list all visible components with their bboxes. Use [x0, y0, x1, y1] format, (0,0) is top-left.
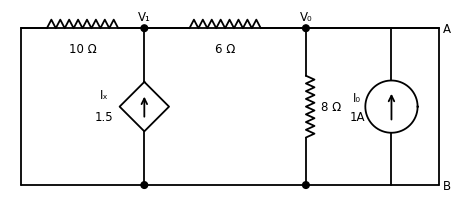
Text: A: A: [443, 23, 451, 36]
Text: B: B: [443, 179, 451, 192]
Text: V₁: V₁: [138, 10, 151, 23]
Text: 10 Ω: 10 Ω: [69, 42, 96, 55]
Circle shape: [141, 26, 147, 32]
Text: 1A: 1A: [349, 110, 365, 123]
Text: 6 Ω: 6 Ω: [215, 42, 235, 55]
Text: I₀: I₀: [353, 91, 361, 104]
Circle shape: [302, 26, 309, 32]
Circle shape: [141, 182, 147, 188]
Text: 1.5: 1.5: [95, 110, 113, 123]
Text: V₀: V₀: [300, 10, 312, 23]
Text: Iₓ: Iₓ: [100, 89, 108, 102]
Circle shape: [302, 182, 309, 188]
Text: 8 Ω: 8 Ω: [321, 101, 341, 114]
